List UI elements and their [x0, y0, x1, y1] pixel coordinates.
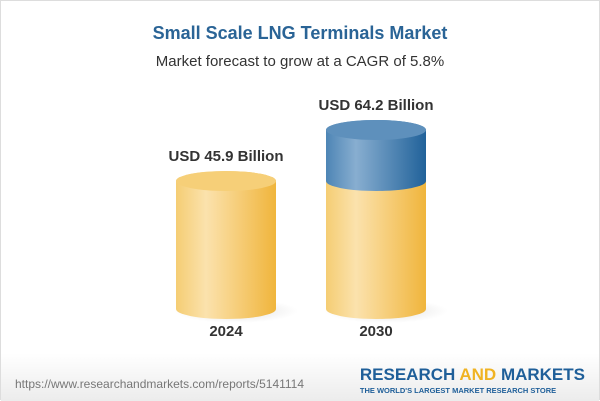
cylinder-base [326, 181, 426, 319]
logo-text: AND [459, 365, 497, 384]
cylinder-growth [326, 129, 426, 191]
chart-subtitle: Market forecast to grow at a CAGR of 5.8… [155, 53, 445, 70]
cylinder-base-cap [176, 171, 276, 191]
logo-text: MARKETS [496, 365, 585, 384]
category-label: 2024 [209, 323, 243, 340]
source-url[interactable]: https://www.researchandmarkets.com/repor… [15, 377, 305, 391]
cylinder-growth-cap [326, 119, 426, 140]
data-label: USD 45.9 Billion [168, 148, 283, 165]
cylinder-chart: USD 45.9 Billion 2024 USD 64.2 Billion 2030 [168, 97, 448, 340]
category-label: 2030 [359, 323, 392, 340]
logo-text: RESEARCH [359, 365, 460, 384]
logo-tagline: THE WORLD'S LARGEST MARKET RESEARCH STOR… [359, 386, 557, 395]
chart-title: Small Scale LNG Terminals Market [152, 23, 448, 43]
footer: https://www.researchandmarkets.com/repor… [1, 353, 599, 401]
research-and-markets-logo: RESEARCH AND MARKETS THE WORLD'S LARGEST… [360, 365, 585, 395]
data-label: USD 64.2 Billion [318, 97, 433, 114]
cylinder-base [176, 181, 276, 319]
